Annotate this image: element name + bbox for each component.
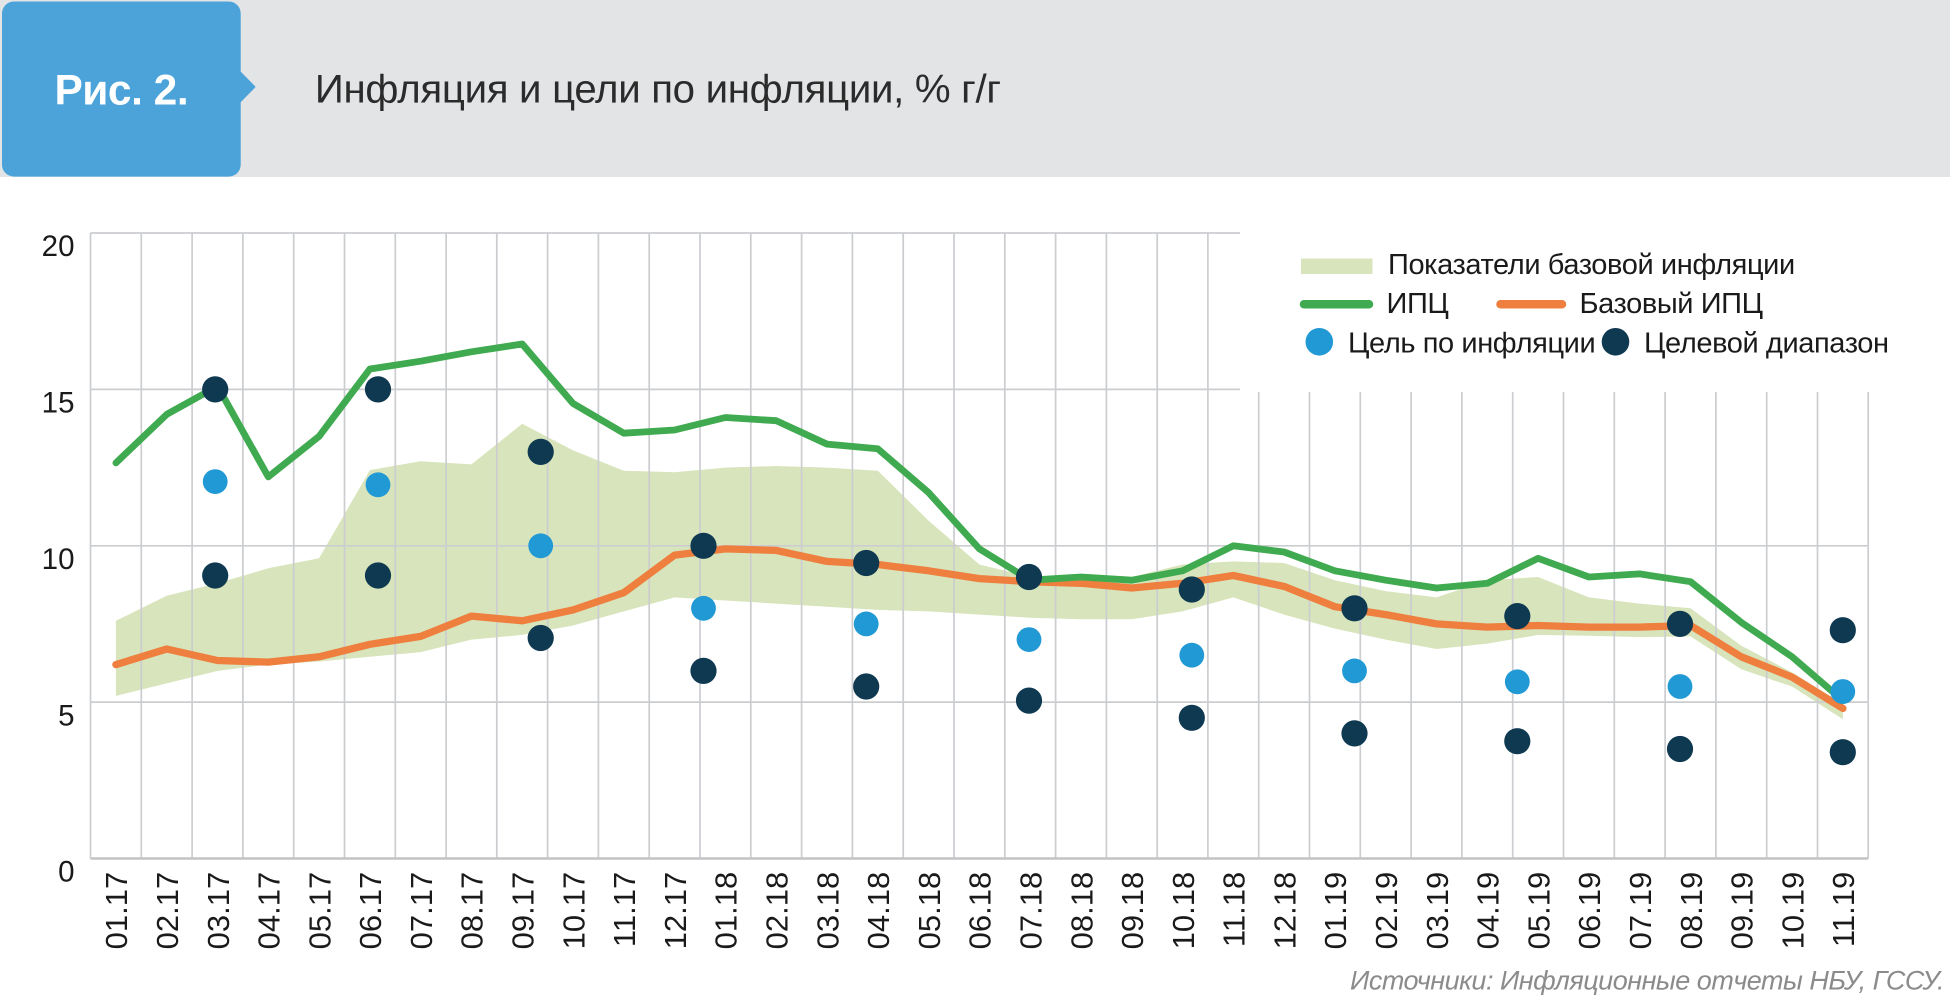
svg-text:07.19: 07.19 xyxy=(1623,872,1658,950)
svg-text:05.17: 05.17 xyxy=(302,872,337,950)
svg-text:Базовый ИПЦ: Базовый ИПЦ xyxy=(1580,288,1763,320)
svg-text:Рис. 2.: Рис. 2. xyxy=(54,67,188,114)
svg-text:10: 10 xyxy=(42,543,75,576)
svg-text:06.18: 06.18 xyxy=(963,872,998,950)
svg-text:09.19: 09.19 xyxy=(1725,872,1760,950)
svg-text:10.17: 10.17 xyxy=(556,872,591,950)
svg-text:02.18: 02.18 xyxy=(760,872,795,950)
svg-text:01.19: 01.19 xyxy=(1318,872,1353,950)
svg-text:0: 0 xyxy=(58,856,74,889)
svg-text:01.18: 01.18 xyxy=(709,872,744,950)
svg-text:09.18: 09.18 xyxy=(1115,872,1150,950)
svg-text:03.18: 03.18 xyxy=(810,872,845,950)
svg-text:08.17: 08.17 xyxy=(455,872,490,950)
svg-text:11.18: 11.18 xyxy=(1217,872,1252,947)
svg-text:04.19: 04.19 xyxy=(1471,872,1506,950)
svg-text:08.19: 08.19 xyxy=(1674,872,1709,950)
svg-text:12.17: 12.17 xyxy=(658,872,693,950)
svg-text:12.18: 12.18 xyxy=(1267,872,1302,950)
svg-text:Целевой диапазон: Целевой диапазон xyxy=(1644,328,1889,360)
svg-text:04.18: 04.18 xyxy=(861,872,896,950)
svg-text:06.17: 06.17 xyxy=(353,872,388,950)
svg-text:10.19: 10.19 xyxy=(1775,872,1810,950)
svg-text:09.17: 09.17 xyxy=(506,872,541,950)
svg-text:20: 20 xyxy=(42,230,75,263)
svg-text:05.18: 05.18 xyxy=(912,872,947,950)
svg-text:03.17: 03.17 xyxy=(201,872,236,950)
svg-text:15: 15 xyxy=(42,387,75,420)
svg-text:04.17: 04.17 xyxy=(252,872,287,950)
svg-text:05.19: 05.19 xyxy=(1521,872,1556,950)
svg-text:07.18: 07.18 xyxy=(1014,872,1049,950)
svg-text:03.19: 03.19 xyxy=(1420,872,1455,950)
svg-text:10.18: 10.18 xyxy=(1166,872,1201,950)
svg-text:Цель по инфляции: Цель по инфляции xyxy=(1348,328,1595,360)
svg-text:01.17: 01.17 xyxy=(99,872,134,950)
svg-text:02.19: 02.19 xyxy=(1369,872,1404,950)
svg-text:08.18: 08.18 xyxy=(1064,872,1099,950)
svg-text:Показатели базовой инфляции: Показатели базовой инфляции xyxy=(1388,249,1795,281)
svg-text:02.17: 02.17 xyxy=(150,872,185,950)
svg-text:06.19: 06.19 xyxy=(1572,872,1607,950)
svg-text:07.17: 07.17 xyxy=(404,872,439,950)
svg-text:11.17: 11.17 xyxy=(607,872,642,947)
svg-text:5: 5 xyxy=(58,699,74,732)
svg-text:Источники: Инфляционные отчеты: Источники: Инфляционные отчеты НБУ, ГССУ… xyxy=(1350,966,1944,996)
svg-text:Инфляция и цели по инфляции, %: Инфляция и цели по инфляции, % г/г xyxy=(315,66,1001,111)
svg-text:ИПЦ: ИПЦ xyxy=(1387,288,1449,320)
svg-text:11.19: 11.19 xyxy=(1826,872,1861,947)
